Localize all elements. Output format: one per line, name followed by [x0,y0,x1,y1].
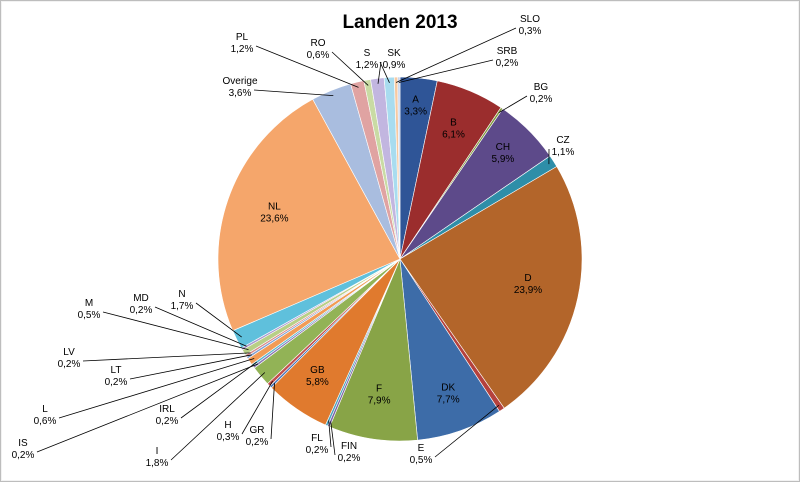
slice-label-gb: GB [310,365,325,376]
pie-slice-nl [217,98,401,332]
slice-label-h: H [224,420,231,431]
leader-line-irl [180,361,257,419]
pie-slices [217,76,583,442]
slice-value-lv: 0,2% [58,359,81,370]
slice-label-fin: FIN [341,441,357,452]
slice-label-m: M [85,298,93,309]
leader-line-m [102,311,249,350]
slice-labels: A3,3%B6,1%BG0,2%CH5,9%CZ1,1%D23,9%E0,5%D… [12,14,575,469]
slice-value-nl: 23,6% [260,214,288,225]
leader-line-overige [253,89,334,96]
slice-value-is: 0,2% [12,450,35,461]
slice-label-slo: SLO [520,14,540,25]
slice-value-md: 0,2% [130,305,153,316]
slice-value-slo: 0,3% [519,26,542,37]
leader-line-gr [270,383,275,440]
slice-value-gb: 5,8% [306,377,329,388]
slice-value-ro: 0,6% [307,50,330,61]
leader-line-srb [398,59,494,83]
slice-label-is: IS [18,438,28,449]
slice-value-l: 0,6% [34,416,57,427]
slice-label-lv: LV [63,347,75,358]
slice-label-d: D [524,273,531,284]
slice-label-i: I [156,446,159,457]
slice-label-f: F [376,384,382,395]
slice-label-s: S [364,48,371,59]
slice-label-sk: SK [387,48,401,59]
leader-line-sk [379,61,390,83]
slice-value-irl: 0,2% [156,416,179,427]
slice-value-h: 0,3% [217,432,240,443]
leader-line-slo [395,27,517,83]
leader-line-ro [331,51,369,86]
leader-line-lv [82,352,251,362]
slice-label-b: B [450,117,457,128]
leader-line-s [377,61,382,84]
leader-line-fin [330,421,336,456]
leader-line-l [58,358,255,419]
slice-value-dk: 7,7% [437,394,460,405]
slice-label-dk: DK [441,382,455,393]
slice-value-ch: 5,9% [492,154,515,165]
leader-line-pl [255,45,359,88]
slice-value-cz: 1,1% [552,147,575,158]
slice-value-gr: 0,2% [246,437,269,448]
slice-label-overige: Overige [222,76,257,87]
leader-line-is [36,363,259,453]
slice-value-f: 7,9% [368,396,391,407]
leader-line-n [195,302,242,338]
slice-value-b: 6,1% [442,129,465,140]
slice-label-n: N [178,289,185,300]
slice-label-srb: SRB [497,46,518,57]
slice-label-pl: PL [236,32,249,43]
leader-line-lt [129,354,252,380]
leader-line-fl [328,420,332,448]
slice-value-a: 3,3% [404,107,427,118]
slice-value-overige: 3,6% [229,88,252,99]
slice-value-e: 0,5% [410,455,433,466]
slice-label-nl: NL [268,202,281,213]
slice-label-irl: IRL [159,404,175,415]
slice-value-m: 0,5% [78,310,101,321]
slice-label-md: MD [133,293,149,304]
leader-lines [36,27,550,461]
slice-label-a: A [412,95,419,106]
slice-label-gr: GR [250,425,265,436]
slice-value-srb: 0,2% [496,58,519,69]
slice-label-cz: CZ [556,135,569,146]
slice-value-fl: 0,2% [306,445,329,456]
slice-value-pl: 1,2% [231,44,254,55]
leader-line-i [170,372,266,461]
slice-label-fl: FL [311,433,323,444]
slice-value-bg: 0,2% [530,94,553,105]
slice-value-lt: 0,2% [105,377,128,388]
pie-slice-d [399,166,583,409]
slice-label-bg: BG [534,82,549,93]
slice-value-n: 1,7% [171,301,194,312]
leader-line-h [241,380,273,435]
slice-label-lt: LT [111,365,122,376]
slice-label-ro: RO [311,38,326,49]
slice-value-fin: 0,2% [338,453,361,464]
slice-label-l: L [42,404,48,415]
slice-value-s: 1,2% [356,60,379,71]
leader-line-e [434,404,500,458]
slice-value-d: 23,9% [514,285,542,296]
slice-label-ch: CH [496,142,510,153]
leader-line-md [154,306,247,347]
leader-line-bg [498,95,528,114]
slice-value-sk: 0,9% [383,60,406,71]
chart-title: Landen 2013 [342,12,458,33]
slice-label-e: E [418,443,425,454]
pie-slice-srb [397,76,401,260]
slice-value-i: 1,8% [146,458,169,469]
